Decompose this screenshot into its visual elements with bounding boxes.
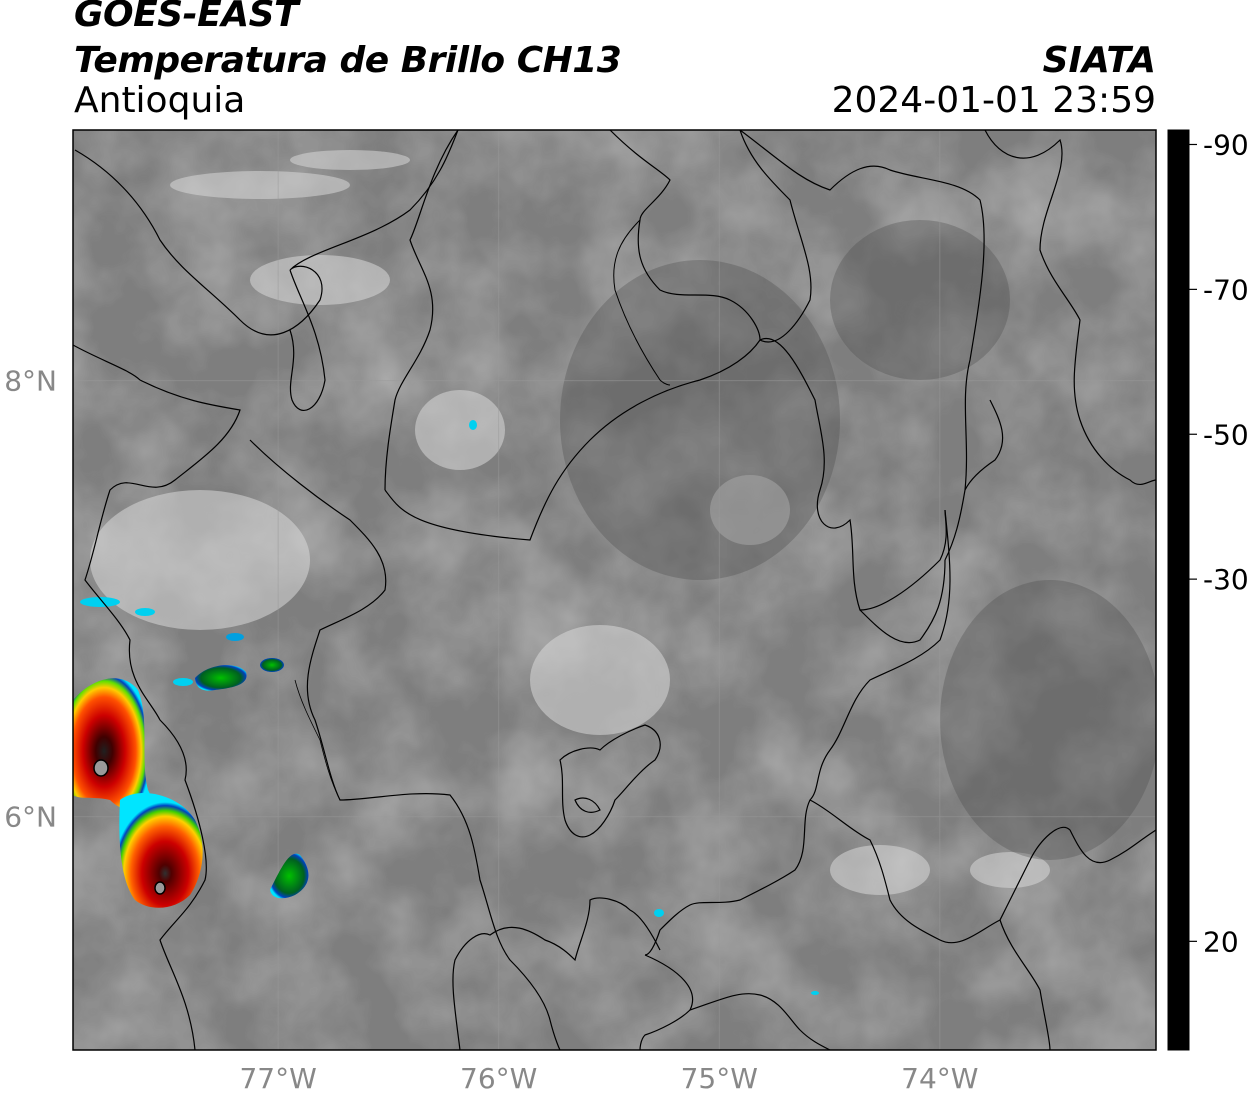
political-boundaries [73, 130, 1156, 1050]
coastline-pacific [73, 344, 241, 1050]
region-label: Antioquia [74, 80, 246, 121]
medellin-area [559, 724, 661, 838]
storm-cell-north [73, 678, 151, 811]
storm-cell-band [195, 665, 247, 691]
antioquia-border-south [452, 897, 661, 1050]
medellin-inner [574, 797, 601, 813]
storm-cell-small-east [270, 853, 309, 899]
storm-core-2 [154, 881, 166, 895]
colorbar-tick-minus30: -30 [1203, 563, 1249, 596]
dept-border-boyaca [964, 399, 1004, 491]
dept-border-cundinamarca [999, 919, 1051, 1050]
river-atrato [294, 679, 341, 801]
storm-cell-small-5 [469, 420, 477, 430]
lon-label-75w: 75°W [681, 1062, 758, 1095]
organization-label: SIATA [1042, 40, 1156, 81]
storm-cell-small-1 [260, 658, 284, 672]
storm-core-1 [93, 759, 109, 777]
colorbar-tick-20: 20 [1203, 925, 1239, 958]
satellite-title: GOES-EAST [74, 0, 299, 35]
colorbar-tick-minus50: -50 [1203, 418, 1249, 451]
dept-border-east-1 [984, 130, 1156, 485]
coastline-uraba [289, 269, 326, 411]
lat-axis: 8°N 6°N [4, 365, 57, 834]
storm-cell-small-8 [173, 678, 193, 686]
dept-border-choco-cordoba [384, 130, 459, 491]
dept-border-magdalena-medio [859, 559, 946, 644]
storm-cell-small-7 [811, 991, 819, 995]
dept-border-tolima [689, 993, 831, 1050]
colorbar-scale [1167, 129, 1190, 1051]
gridlines [73, 130, 1156, 1050]
colorbar: 20 -30 -50 -70 -90 [1167, 128, 1249, 1051]
antioquia-border-east [644, 509, 951, 956]
storm-cell-small-6 [654, 909, 664, 917]
lon-label-77w: 77°W [239, 1062, 316, 1095]
dept-border-sucre [613, 219, 671, 386]
dept-border-bolivar [609, 130, 812, 343]
storm-cell-south [119, 792, 203, 908]
lon-label-76w: 76°W [460, 1062, 537, 1095]
map-area [73, 130, 1156, 1050]
cloud-patches [90, 150, 1050, 895]
lat-label-8n: 8°N [4, 365, 57, 398]
dark-areas [560, 220, 1156, 860]
lat-label-6n: 6°N [4, 801, 57, 834]
datetime-label: 2024-01-01 23:59 [831, 80, 1156, 121]
lon-axis: 77°W 76°W 75°W 74°W [239, 1062, 978, 1095]
coastline-caribbean [74, 130, 459, 336]
colorbar-tick-minus70: -70 [1203, 273, 1249, 306]
colorbar-tick-minus90: -90 [1203, 128, 1249, 161]
storm-cell-small-2 [226, 633, 244, 641]
lon-label-74w: 74°W [901, 1062, 978, 1095]
dept-border-caldas [639, 954, 694, 1050]
storm-cell-small-4 [135, 608, 155, 616]
product-title: Temperatura de Brillo CH13 [74, 40, 622, 81]
storm-cell-small-3 [80, 597, 120, 607]
antioquia-border-north [384, 337, 947, 611]
map-frame [72, 129, 1157, 1051]
dept-border-santander [739, 130, 985, 561]
